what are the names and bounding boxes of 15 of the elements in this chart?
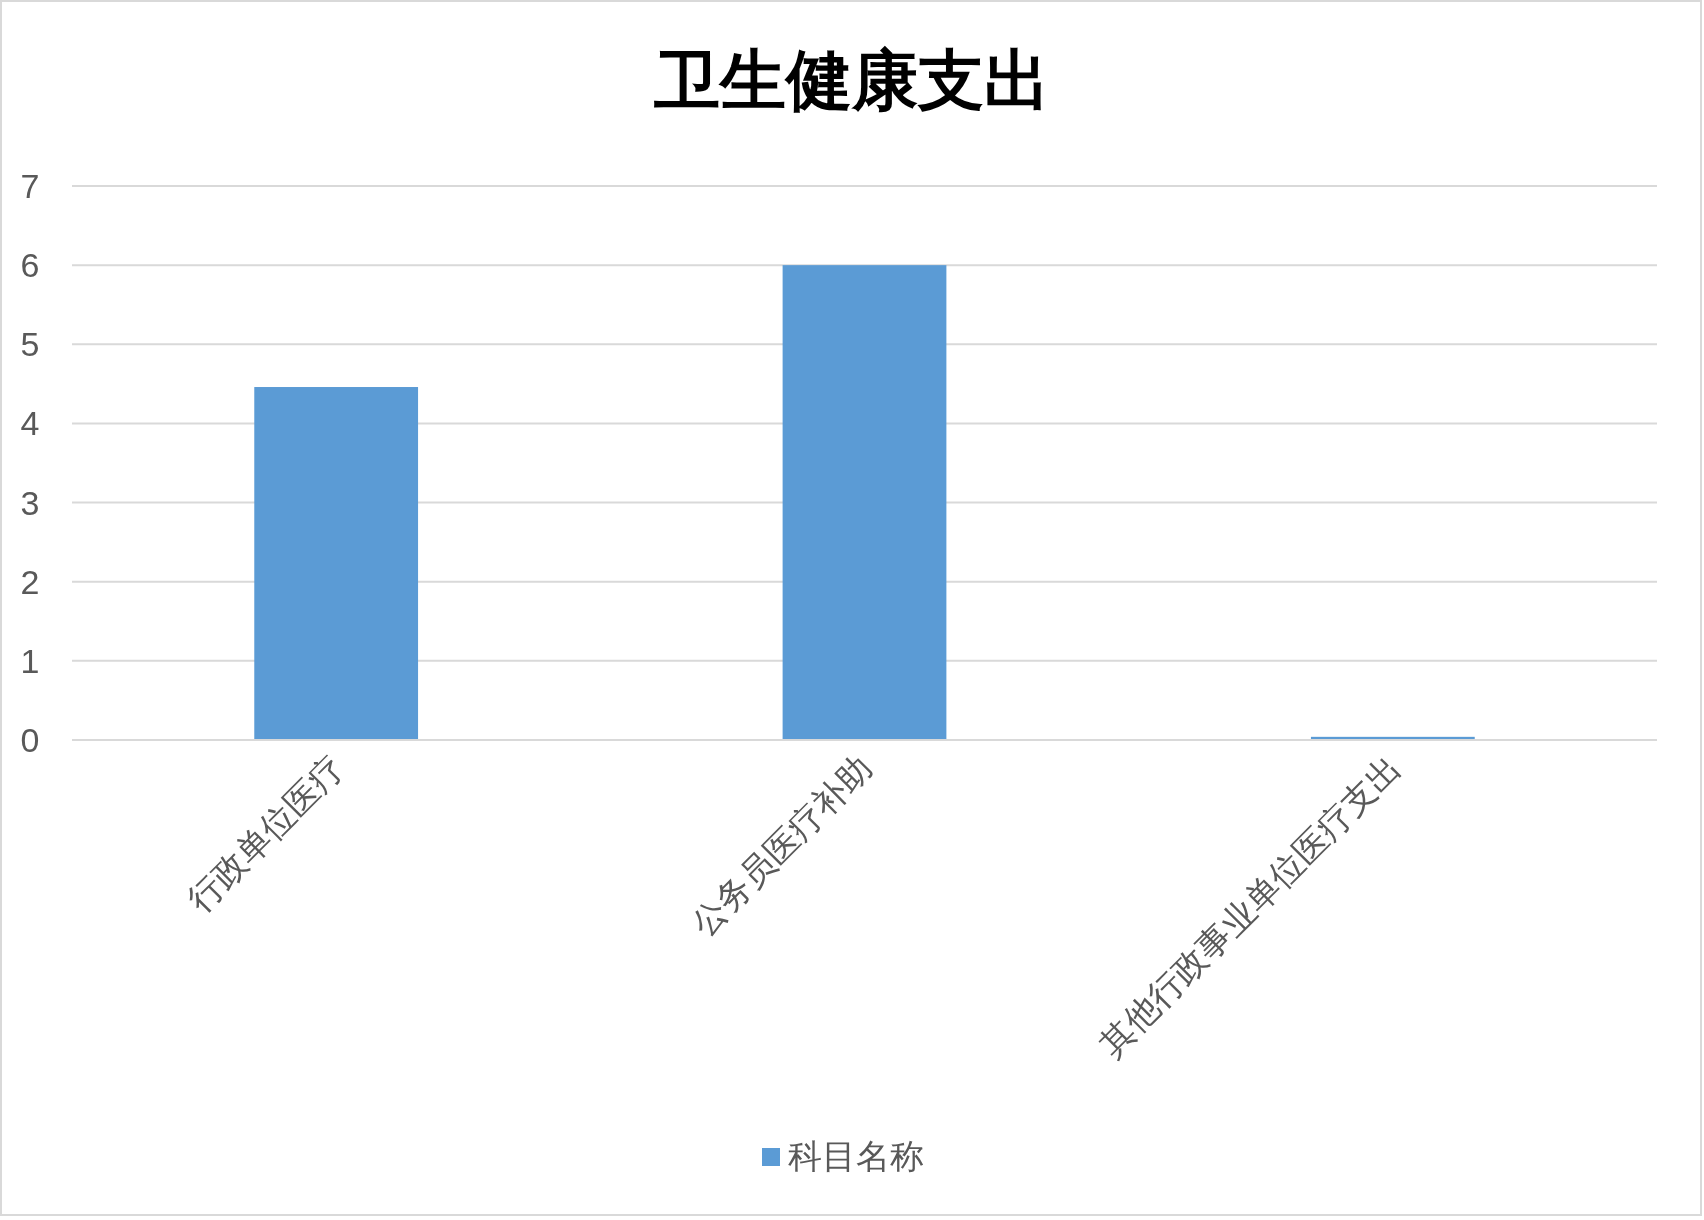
y-tick-label: 3 (20, 483, 40, 522)
y-tick-label: 4 (20, 404, 40, 443)
chart-title: 卫生健康支出 (653, 43, 1050, 117)
x-tick-label: 公务员医疗补助 (684, 748, 880, 944)
x-tick-label: 行政单位医疗 (180, 748, 352, 920)
y-tick-label: 1 (20, 641, 40, 680)
bar (782, 265, 947, 740)
x-tick-label: 其他行政事业单位医疗支出 (1092, 748, 1408, 1064)
y-tick-label: 0 (20, 721, 40, 759)
y-tick-label: 7 (20, 167, 40, 205)
legend-label: 科目名称 (788, 1137, 924, 1175)
y-tick-label: 6 (20, 246, 40, 285)
bar (254, 387, 419, 740)
y-tick-label: 5 (20, 325, 40, 364)
y-tick-label: 2 (20, 562, 40, 601)
